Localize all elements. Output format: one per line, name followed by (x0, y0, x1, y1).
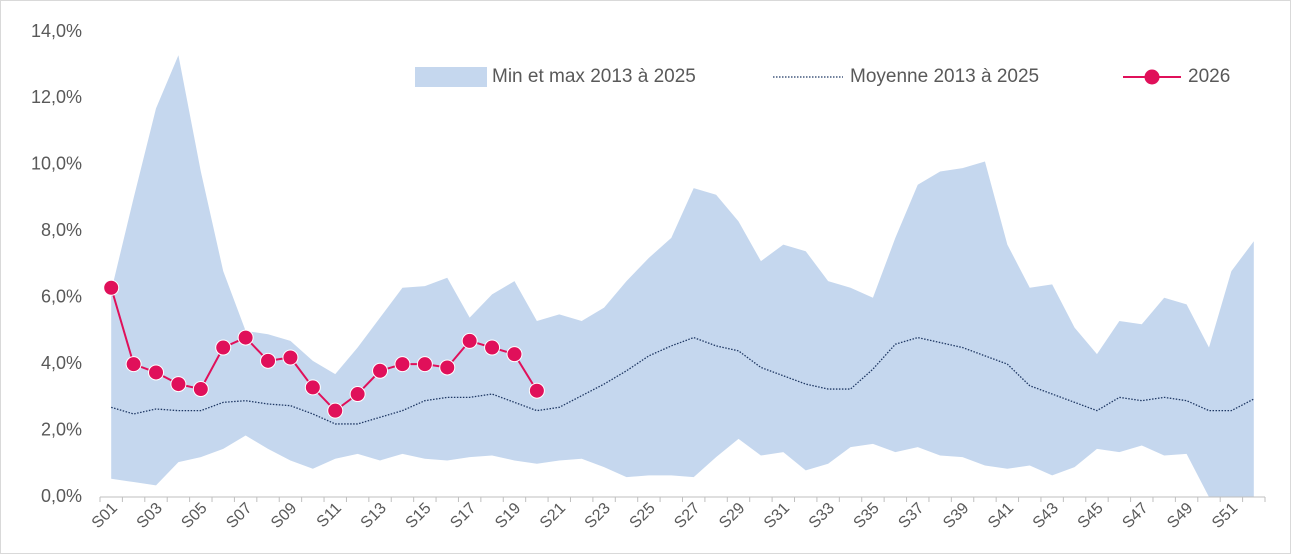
marker (394, 356, 411, 373)
mean-line (111, 336, 1255, 425)
y-tick-label: 2,0% (41, 419, 82, 439)
marker (349, 386, 366, 403)
y-tick-label: 12,0% (31, 87, 82, 107)
marker (484, 339, 501, 356)
marker (416, 356, 433, 373)
y-tick-label: 10,0% (31, 154, 82, 174)
marker (304, 379, 321, 396)
marker (506, 346, 523, 363)
marker (372, 362, 389, 379)
marker (327, 402, 344, 419)
marker (237, 329, 254, 346)
marker (282, 349, 299, 366)
marker (461, 332, 478, 349)
marker (148, 364, 165, 381)
marker (215, 339, 232, 356)
legend-swatch (415, 67, 487, 87)
marker (103, 279, 120, 296)
y-tick-label: 14,0% (31, 21, 82, 41)
legend-label: Min et max 2013 à 2025 (492, 66, 696, 87)
marker (170, 376, 187, 393)
marker (125, 356, 142, 373)
legend-swatch (1144, 69, 1160, 85)
y-tick-label: 0,0% (41, 486, 82, 506)
marker (439, 359, 456, 376)
marker (260, 352, 277, 369)
y-tick-label: 6,0% (41, 286, 82, 306)
marker (192, 381, 209, 398)
y-tick-label: 4,0% (41, 353, 82, 373)
marker (528, 382, 545, 399)
min-max-band (111, 55, 1254, 497)
y-tick-label: 8,0% (41, 220, 82, 240)
legend-label: Moyenne 2013 à 2025 (850, 66, 1039, 87)
legend-label: 2026 (1188, 66, 1230, 87)
